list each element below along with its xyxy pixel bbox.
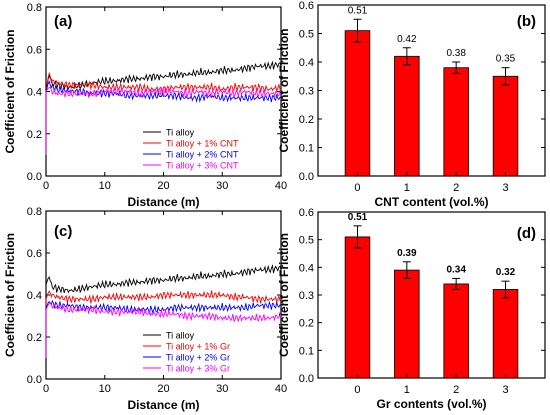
- y-tick-label: 0.0: [27, 171, 42, 183]
- y-axis-label: Coefficient of Friction: [3, 233, 17, 357]
- x-tick-label: 2: [453, 384, 459, 396]
- y-tick-label: 0.3: [299, 290, 314, 302]
- x-tick-label: 1: [404, 182, 410, 194]
- y-tick-label: 0.1: [299, 345, 314, 357]
- x-tick-label: 30: [216, 383, 228, 395]
- legend-label: Ti alloy + 3% CNT: [166, 161, 239, 171]
- y-tick-label: 0.1: [299, 143, 314, 155]
- y-axis-label: Coefficient of Friction: [277, 29, 291, 153]
- bar-chart-d: 0.0 0.1 0.2 0.3 0.4 0.5 0.6 0.51 0 0.39 1 0.34 2 0.32…: [277, 207, 546, 411]
- y-tick-label: 0.0: [299, 171, 314, 183]
- series-line: [45, 86, 282, 155]
- y-axis-label: Coefficient of Friction: [3, 30, 17, 154]
- x-tick-label: 20: [157, 383, 169, 395]
- series-line: [45, 60, 282, 155]
- y-axis-label: Coefficient of Friction: [277, 233, 291, 357]
- y-tick-label: 0.8: [27, 2, 42, 14]
- legend-label: Ti alloy: [166, 128, 195, 138]
- y-tick-label: 0.4: [299, 262, 314, 274]
- y-tick-label: 0.2: [299, 318, 314, 330]
- x-tick-label: 20: [157, 180, 169, 192]
- data-label: 0.42: [397, 34, 417, 45]
- y-tick-label: 0.2: [27, 129, 42, 141]
- data-label: 0.38: [446, 48, 466, 59]
- panel-label: (a): [54, 13, 72, 30]
- bar: [344, 30, 371, 177]
- legend-label: Ti alloy + 3% Gr: [166, 364, 230, 374]
- legend-label: Ti alloy + 1% Gr: [166, 342, 230, 352]
- legend-label: Ti alloy + 1% CNT: [166, 139, 239, 149]
- x-tick-label: 10: [99, 383, 111, 395]
- y-tick-label: 0.4: [27, 87, 42, 99]
- y-tick-label: 0.0: [299, 373, 314, 385]
- series-line: [45, 71, 282, 155]
- x-axis-label: Gr contents (vol.%): [376, 397, 486, 411]
- x-tick-label: 1: [404, 384, 410, 396]
- y-tick-label: 0.6: [299, 207, 314, 219]
- x-tick-label: 3: [502, 384, 508, 396]
- series-line: [45, 301, 282, 358]
- legend-label: Ti alloy: [166, 331, 195, 341]
- x-axis-label: Distance (m): [127, 398, 199, 412]
- bar: [443, 67, 469, 177]
- legend-label: Ti alloy + 2% Gr: [166, 353, 230, 363]
- x-tick-label: 30: [216, 180, 228, 192]
- x-tick-label: 0: [43, 383, 49, 395]
- bar: [492, 289, 519, 379]
- panel-label: (d): [517, 225, 536, 242]
- x-axis-label: CNT content (vol.%): [375, 195, 489, 209]
- y-tick-label: 0.0: [27, 374, 42, 386]
- y-tick-label: 0.5: [299, 29, 314, 41]
- y-tick-label: 0.6: [299, 0, 314, 12]
- y-tick-label: 0.4: [27, 290, 42, 302]
- panel-label: (b): [517, 13, 536, 30]
- bar: [492, 75, 519, 177]
- data-label: 0.51: [348, 5, 368, 16]
- series-line: [45, 290, 282, 358]
- x-tick-label: 2: [453, 182, 459, 194]
- data-label: 0.34: [446, 264, 466, 275]
- data-label: 0.32: [496, 267, 516, 278]
- y-tick-label: 0.6: [27, 44, 42, 56]
- panel-label: (c): [54, 223, 72, 240]
- y-tick-label: 0.3: [299, 86, 314, 98]
- series-line: [45, 299, 281, 358]
- bar: [394, 269, 420, 379]
- data-label: 0.39: [397, 248, 417, 259]
- y-tick-label: 0.4: [299, 57, 314, 69]
- bar: [394, 55, 420, 177]
- x-tick-label: 0: [43, 180, 49, 192]
- y-tick-label: 0.5: [299, 235, 314, 247]
- x-tick-label: 0: [354, 384, 360, 396]
- y-tick-label: 0.8: [27, 206, 42, 218]
- bar-chart-b: 0.0 0.1 0.2 0.3 0.4 0.5 0.6 0.51 0 0.42 1 0.38 2 0.35…: [277, 0, 546, 209]
- bar: [443, 283, 469, 379]
- x-tick-label: 3: [502, 182, 508, 194]
- x-tick-label: 40: [275, 180, 287, 192]
- x-tick-label: 10: [99, 180, 111, 192]
- y-tick-label: 0.6: [27, 248, 42, 260]
- series-line: [45, 80, 281, 155]
- data-label: 0.35: [496, 54, 516, 65]
- x-tick-label: 0: [354, 182, 360, 194]
- x-axis-label: Distance (m): [127, 195, 199, 209]
- legend-label: Ti alloy + 2% CNT: [166, 150, 239, 160]
- y-tick-label: 0.2: [27, 332, 42, 344]
- y-tick-label: 0.2: [299, 114, 314, 126]
- series-line: [45, 264, 282, 358]
- x-tick-label: 40: [275, 383, 287, 395]
- bar: [344, 236, 371, 379]
- data-label: 0.51: [348, 212, 368, 223]
